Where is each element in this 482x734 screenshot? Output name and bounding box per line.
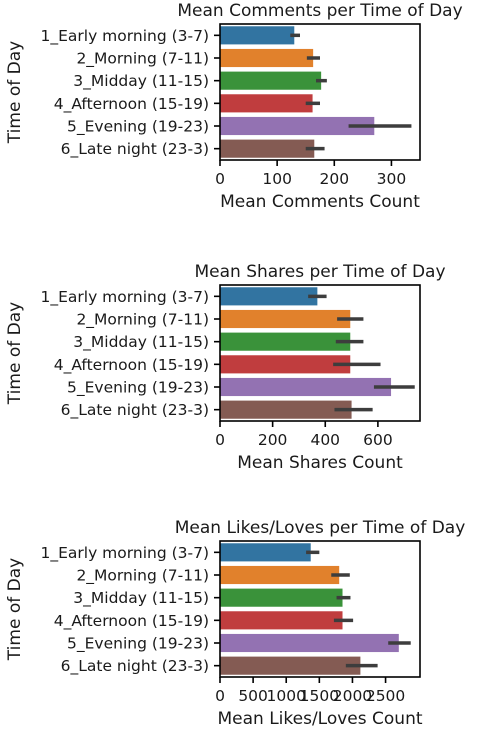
chart-title: Mean Shares per Time of Day — [194, 262, 445, 282]
y-tick-label: 6_Late night (23-3) — [61, 140, 209, 159]
y-tick-label: 4_Afternoon (15-19) — [54, 95, 209, 114]
x-tick-label: 0 — [215, 170, 225, 188]
bar-2 — [220, 48, 314, 68]
y-axis-label: Time of Day — [5, 302, 25, 405]
y-tick-label: 2_Morning (7-11) — [76, 311, 209, 330]
y-tick-label: 6_Late night (23-3) — [61, 657, 209, 676]
y-tick-label: 5_Evening (19-23) — [67, 118, 209, 137]
x-tick-label: 600 — [363, 431, 393, 449]
y-tick-label: 6_Late night (23-3) — [61, 401, 209, 420]
plot-frame — [219, 23, 421, 161]
chart-2: 1_Early morning (3-7) 2_Morning (7-11) 3_M… — [5, 262, 446, 473]
bar-2 — [220, 309, 351, 329]
x-tick-label: 200 — [319, 170, 349, 188]
bar-4 — [220, 355, 351, 374]
x-tick-label: 100 — [262, 170, 292, 188]
bar-3 — [220, 332, 351, 351]
x-tick-label: 200 — [258, 431, 288, 449]
bar-3 — [220, 71, 322, 90]
bar-3 — [220, 588, 343, 607]
bar-2 — [220, 565, 340, 585]
bar-5 — [220, 633, 399, 653]
x-tick-label: 0 — [215, 431, 225, 449]
x-tick-label: 0 — [215, 687, 225, 705]
y-tick-label: 2_Morning (7-11) — [76, 567, 209, 586]
x-tick-label: 1500 — [300, 687, 339, 705]
bar-1 — [220, 287, 318, 306]
y-tick-label: 1_Early morning (3-7) — [41, 27, 210, 46]
bar-4 — [220, 611, 343, 630]
bar-1 — [220, 26, 295, 45]
y-tick-label: 3_Midday (11-15) — [73, 72, 209, 91]
y-axis-label: Time of Day — [5, 558, 25, 661]
x-axis-label: Mean Comments Count — [220, 192, 420, 212]
chart-title: Mean Comments per Time of Day — [177, 1, 462, 21]
y-tick-label: 3_Midday (11-15) — [73, 589, 209, 608]
chart-1: 1_Early morning (3-7) 2_Morning (7-11) 3_M… — [5, 1, 463, 212]
x-tick-label: 2500 — [366, 687, 405, 705]
bar-1 — [220, 543, 311, 562]
x-tick-label: 2000 — [333, 687, 372, 705]
x-axis-label: Mean Likes/Loves Count — [217, 709, 422, 729]
x-tick-label: 400 — [310, 431, 340, 449]
y-tick-label: 1_Early morning (3-7) — [41, 288, 210, 307]
bar-6 — [220, 139, 315, 158]
chart-title: Mean Likes/Loves per Time of Day — [175, 518, 466, 538]
y-tick-label: 3_Midday (11-15) — [73, 333, 209, 352]
y-tick-label: 5_Evening (19-23) — [67, 379, 209, 398]
y-axis-label: Time of Day — [5, 41, 25, 144]
x-tick-label: 1000 — [266, 687, 305, 705]
bar-6 — [220, 400, 352, 419]
plot-frame — [219, 284, 421, 422]
chart-3: 1_Early morning (3-7) 2_Morning (7-11) 3_M… — [5, 518, 465, 729]
y-tick-label: 4_Afternoon (15-19) — [54, 356, 209, 375]
y-tick-label: 4_Afternoon (15-19) — [54, 612, 209, 631]
bar-6 — [220, 656, 361, 675]
bar-5 — [220, 377, 392, 397]
bar-4 — [220, 94, 313, 113]
x-tick-label: 500 — [238, 687, 268, 705]
x-tick-label: 300 — [377, 170, 407, 188]
bar-5 — [220, 116, 375, 136]
y-tick-label: 5_Evening (19-23) — [67, 635, 209, 654]
x-axis-label: Mean Shares Count — [237, 453, 403, 473]
y-tick-label: 1_Early morning (3-7) — [41, 544, 210, 563]
y-tick-label: 2_Morning (7-11) — [76, 50, 209, 69]
